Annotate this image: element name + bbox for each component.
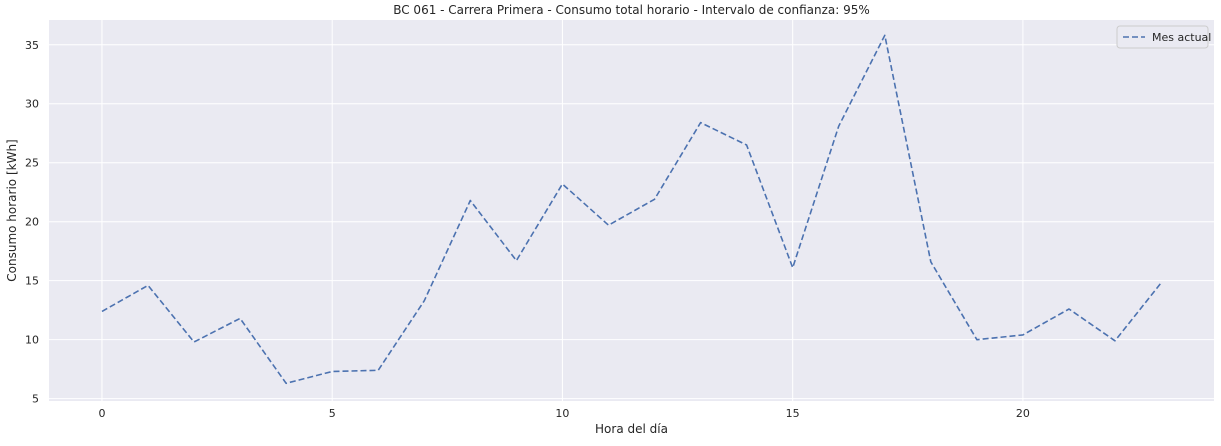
y-tick-label: 35: [25, 39, 39, 52]
y-tick-label: 5: [32, 393, 39, 406]
x-tick-label: 20: [1016, 407, 1030, 420]
y-axis-label: Consumo horario [kWh]: [5, 139, 19, 281]
y-tick-label: 15: [25, 275, 39, 288]
chart-title: BC 061 - Carrera Primera - Consumo total…: [393, 3, 870, 17]
plot-area: [49, 20, 1214, 401]
x-tick-label: 5: [329, 407, 336, 420]
x-axis-label: Hora del día: [595, 422, 668, 436]
x-tick-label: 10: [555, 407, 569, 420]
x-tick-label: 0: [98, 407, 105, 420]
y-tick-label: 20: [25, 216, 39, 229]
y-tick-label: 10: [25, 334, 39, 347]
legend: Mes actual: [1117, 26, 1211, 48]
y-tick-label: 25: [25, 157, 39, 170]
y-tick-label: 30: [25, 98, 39, 111]
x-tick-label: 15: [786, 407, 800, 420]
legend-label-mes-actual: Mes actual: [1152, 31, 1211, 44]
